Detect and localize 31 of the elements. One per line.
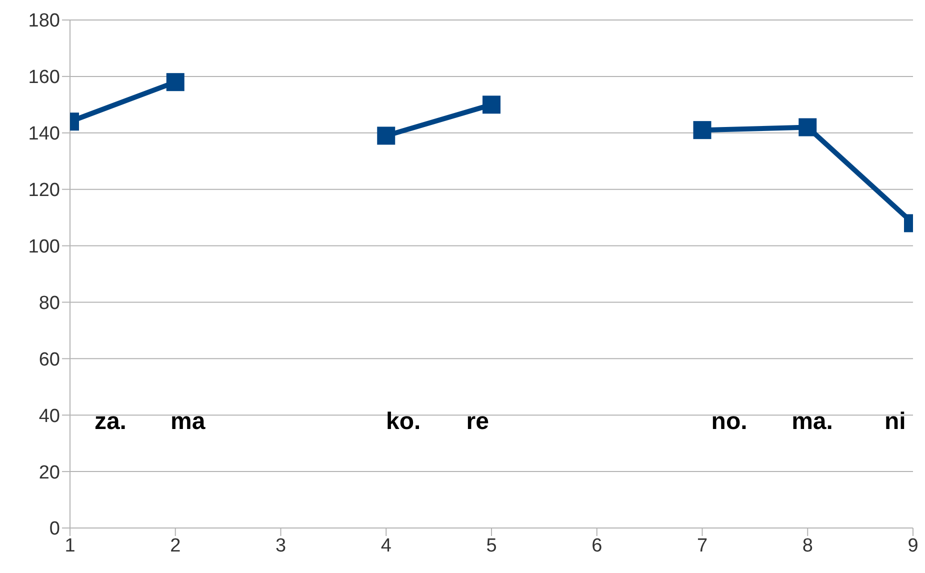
y-tick-label: 40 <box>38 406 60 427</box>
x-tick-label: 5 <box>486 535 497 556</box>
point <box>166 73 184 92</box>
y-tick-label: 180 <box>28 10 60 32</box>
annotation: no. <box>711 408 748 436</box>
x-tick-label: 2 <box>170 535 181 556</box>
annotation: re <box>466 408 489 436</box>
y-tick-label: 20 <box>38 462 60 484</box>
annotation: ma. <box>792 408 833 436</box>
point <box>693 121 712 140</box>
x-tick-label: 7 <box>696 535 708 556</box>
point <box>482 96 500 114</box>
y-tick-label: 60 <box>38 349 60 370</box>
y-tick-label: 100 <box>28 236 60 258</box>
x-tick-label: 1 <box>64 535 76 556</box>
x-tick-label: 9 <box>908 535 918 556</box>
annotation: ni <box>884 408 906 436</box>
x-tick-label: 6 <box>592 535 602 556</box>
y-tick-label: 80 <box>38 292 60 314</box>
y-tick-label: 120 <box>28 180 60 202</box>
y-tick-label: 160 <box>28 67 60 88</box>
annotation: ko. <box>386 408 421 436</box>
point <box>377 126 396 145</box>
annotation: za. <box>94 408 126 436</box>
x-tick-label: 8 <box>802 535 813 556</box>
x-tick-label: 3 <box>275 535 286 556</box>
point <box>798 118 817 136</box>
x-tick-label: 4 <box>380 535 392 556</box>
annotation: ma <box>170 408 206 436</box>
y-tick-label: 0 <box>49 518 60 540</box>
y-tick-label: 140 <box>28 124 60 145</box>
